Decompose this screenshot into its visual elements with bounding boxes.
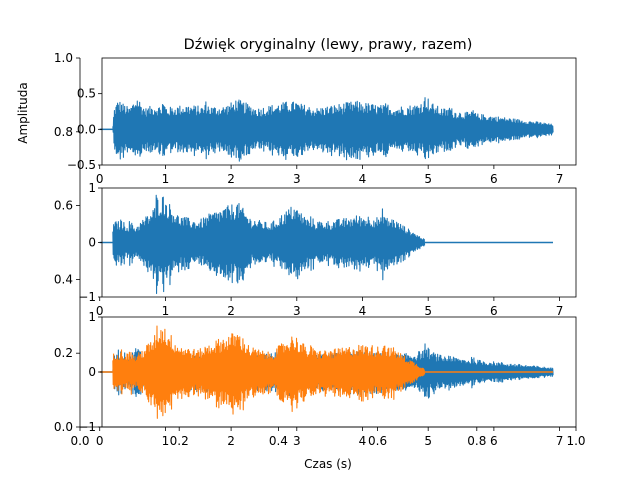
x-tick-label: 7 (556, 434, 564, 448)
y-tick-label: 0 (88, 365, 96, 379)
x-tick-label: 5 (424, 172, 432, 186)
outer-x-tick-label: 0.4 (269, 434, 288, 448)
x-tick-label: 2 (227, 434, 235, 448)
x-tick-label: 6 (490, 304, 498, 318)
x-tick-label: 1 (162, 172, 170, 186)
outer-x-tick-label: 1.0 (566, 434, 585, 448)
y-tick-label: −0.5 (67, 158, 96, 172)
outer-y-tick-label: 0.8 (54, 125, 73, 139)
x-axis-label: Czas (s) (304, 457, 352, 471)
outer-x-tick-label: 0.8 (467, 434, 486, 448)
series-orange-waveform (112, 325, 426, 419)
x-tick-label: 6 (490, 434, 498, 448)
y-axis-label: Amplituda (16, 82, 30, 143)
x-tick-label: 4 (359, 434, 367, 448)
x-tick-label: 5 (424, 434, 432, 448)
y-tick-label: −1 (78, 420, 96, 434)
x-tick-label: 3 (293, 434, 301, 448)
x-tick-label: 4 (359, 304, 367, 318)
outer-y-tick-label: 0.6 (54, 199, 73, 213)
x-tick-label: 3 (293, 304, 301, 318)
x-tick-label: 3 (293, 172, 301, 186)
y-tick-label: 0.0 (77, 122, 96, 136)
y-tick-label: −1 (78, 290, 96, 304)
y-tick-label: 1 (88, 181, 96, 195)
series-blue-waveform (112, 194, 426, 295)
outer-x-tick-label: 0.6 (368, 434, 387, 448)
outer-y-tick-label: 0.2 (54, 346, 73, 360)
subplot-top: 0 1 2 3 4 5 6 7 −0.5 0.0 0.5 (67, 57, 577, 186)
x-tick-label: 0 (96, 304, 104, 318)
x-tick-label: 2 (227, 172, 235, 186)
y-tick-label: 1 (88, 310, 96, 324)
x-tick-label: 7 (556, 172, 564, 186)
y-tick-label: 0.5 (77, 87, 96, 101)
x-tick-label: 0 (96, 172, 104, 186)
y-tick-label: 0 (88, 236, 96, 250)
series-blue-waveform (112, 97, 554, 162)
x-tick-label: 4 (359, 172, 367, 186)
x-tick-label: 5 (424, 304, 432, 318)
x-tick-label: 2 (227, 304, 235, 318)
outer-y-tick-label: 1.0 (54, 51, 73, 65)
figure-title: Dźwięk oryginalny (lewy, prawy, razem) (184, 37, 473, 53)
x-tick-label: 7 (556, 304, 564, 318)
subplot-middle: 0 1 2 3 4 5 6 7−101 (78, 181, 577, 318)
subplot-frame (101, 57, 577, 166)
outer-y-tick-label: 0.0 (54, 420, 73, 434)
outer-x-tick-label: 0.0 (70, 434, 89, 448)
outer-x-ticks: 0.0 0.2 0.4 0.6 0.8 1.0 (70, 427, 586, 448)
x-tick-label: 1 (162, 304, 170, 318)
x-tick-label: 0 (96, 434, 104, 448)
x-tick-label: 6 (490, 172, 498, 186)
subplot-bottom: 0 1 2 3 4 5 6 7−101 (78, 310, 577, 448)
outer-y-ticks: 0.0 0.2 0.4 0.6 0.8 1.0 (54, 51, 80, 434)
outer-y-tick-label: 0.4 (54, 272, 73, 286)
outer-x-tick-label: 0.2 (170, 434, 189, 448)
x-tick-label: 1 (162, 434, 170, 448)
